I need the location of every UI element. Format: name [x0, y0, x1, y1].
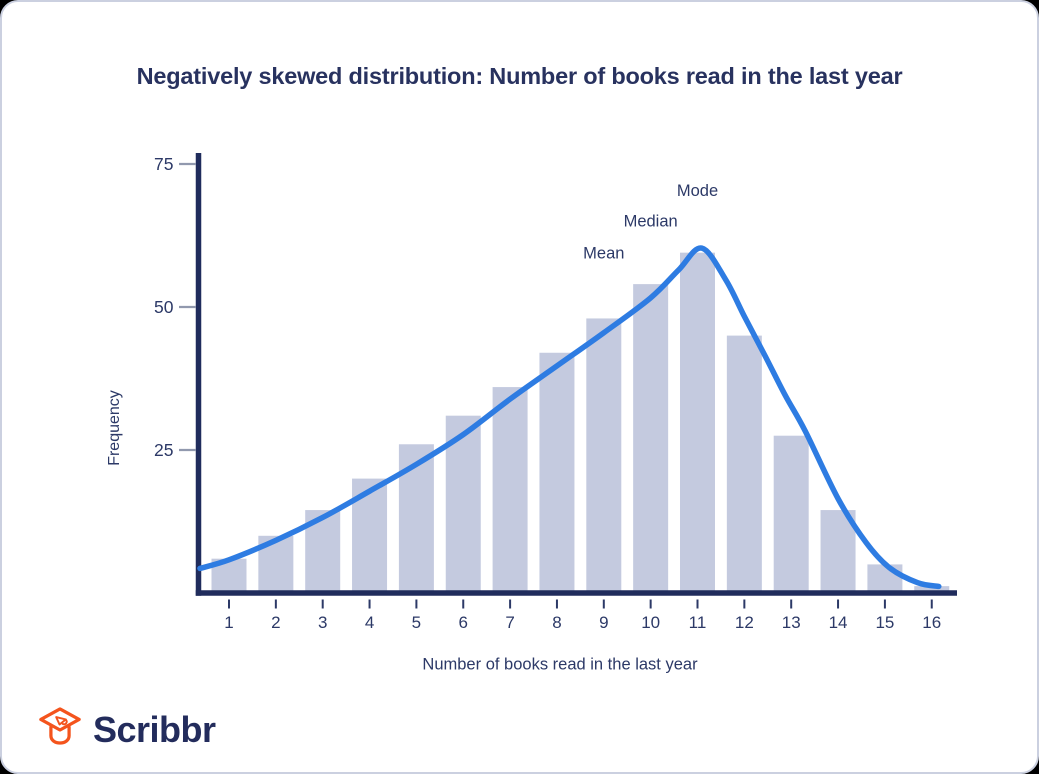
x-tick-label: 10: [641, 613, 660, 632]
x-tick-label: 15: [875, 613, 894, 632]
y-tick-label: 75: [154, 154, 173, 174]
annotation-mode: Mode: [677, 182, 718, 200]
x-tick-label: 8: [552, 613, 561, 632]
bar: [773, 435, 809, 592]
x-tick-label: 6: [459, 613, 468, 632]
bar: [539, 352, 575, 592]
x-tick-label: 16: [922, 613, 941, 632]
bar: [492, 387, 528, 592]
bar: [586, 318, 622, 592]
bar: [633, 284, 669, 592]
y-axis-title: Frequency: [106, 390, 123, 466]
x-tick-label: 4: [365, 613, 374, 632]
annotation-median: Median: [624, 213, 678, 231]
x-tick-label: 7: [505, 613, 514, 632]
bar: [726, 335, 762, 592]
logo-text: Scribbr: [93, 709, 216, 750]
x-tick-label: 11: [689, 613, 707, 632]
x-tick-label: 5: [412, 613, 421, 632]
x-tick-label: 12: [735, 613, 754, 632]
annotation-mean: Mean: [583, 245, 624, 263]
bar: [680, 252, 715, 592]
x-tick-label: 2: [271, 613, 280, 632]
bar: [914, 586, 950, 592]
x-tick-label: 9: [599, 613, 608, 632]
x-tick-label: 13: [782, 613, 801, 632]
x-tick-label: 3: [318, 613, 327, 632]
x-axis-title: Number of books read in the last year: [422, 655, 698, 674]
distribution-curve: [197, 245, 942, 590]
bar: [867, 564, 903, 592]
chart-title: Negatively skewed distribution: Number o…: [136, 63, 903, 89]
scribbr-logo: Scribbr: [38, 702, 216, 758]
graduation-cap-icon: [39, 707, 81, 745]
x-tick-label: 14: [829, 613, 848, 632]
y-tick-label: 25: [154, 440, 173, 460]
x-tick-label: 1: [224, 613, 233, 632]
y-tick-label: 50: [154, 297, 174, 317]
